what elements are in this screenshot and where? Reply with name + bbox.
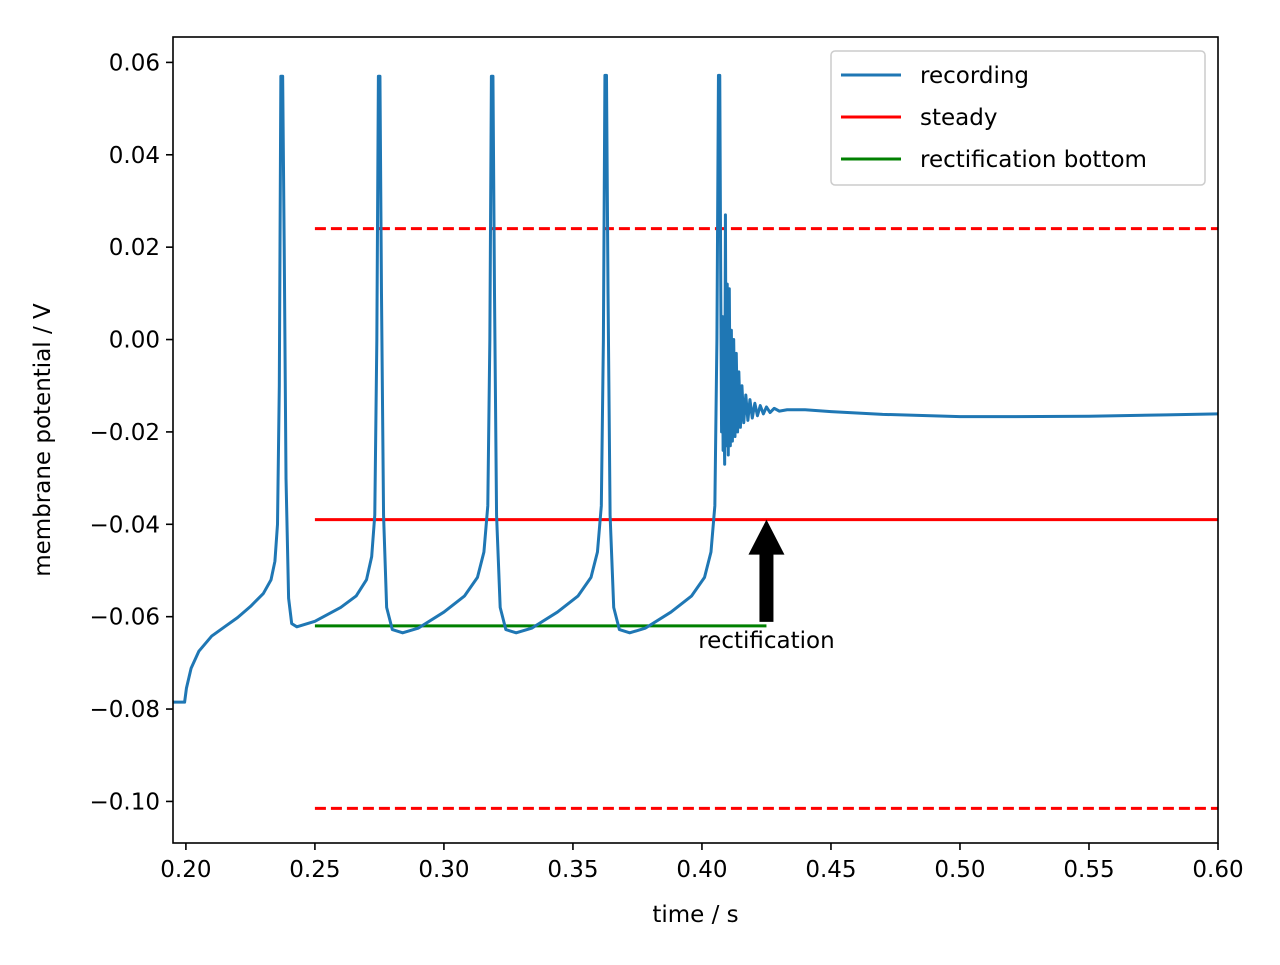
x-tick-label: 0.20 — [160, 857, 211, 883]
y-tick-label: −0.02 — [90, 420, 160, 446]
y-tick-label: 0.06 — [109, 50, 160, 76]
legend-label: rectification bottom — [920, 147, 1147, 173]
x-tick-label: 0.60 — [1192, 857, 1243, 883]
x-tick-label: 0.25 — [289, 857, 340, 883]
x-tick-label: 0.55 — [1063, 857, 1114, 883]
x-axis-label: time / s — [652, 902, 738, 928]
y-tick-label: −0.08 — [90, 697, 160, 723]
x-tick-label: 0.45 — [805, 857, 856, 883]
reference-lines — [314, 227, 1218, 810]
annotation-arrow-head — [748, 519, 785, 555]
legend-label: recording — [920, 63, 1029, 89]
y-tick-label: −0.04 — [90, 512, 160, 538]
series-line-recording — [173, 73, 1218, 704]
y-tick-label: 0.02 — [109, 235, 160, 261]
y-tick-label: 0.04 — [109, 143, 160, 169]
y-axis-label: membrane potential / V — [30, 303, 56, 577]
annotation-label: rectification — [698, 628, 834, 654]
legend-box — [830, 50, 1206, 186]
x-tick-label: 0.50 — [934, 857, 985, 883]
y-tick-label: −0.06 — [90, 605, 160, 631]
y-tick-label: 0.00 — [109, 328, 160, 354]
legend: recording steady rectification bottom — [830, 50, 1206, 186]
legend-label: steady — [920, 105, 997, 131]
y-tick-label: −0.10 — [90, 789, 160, 815]
x-tick-label: 0.40 — [676, 857, 727, 883]
axes-frame — [172, 36, 1219, 844]
x-tick-label: 0.30 — [418, 857, 469, 883]
annotation-arrow — [748, 519, 785, 622]
x-tick-label: 0.35 — [547, 857, 598, 883]
